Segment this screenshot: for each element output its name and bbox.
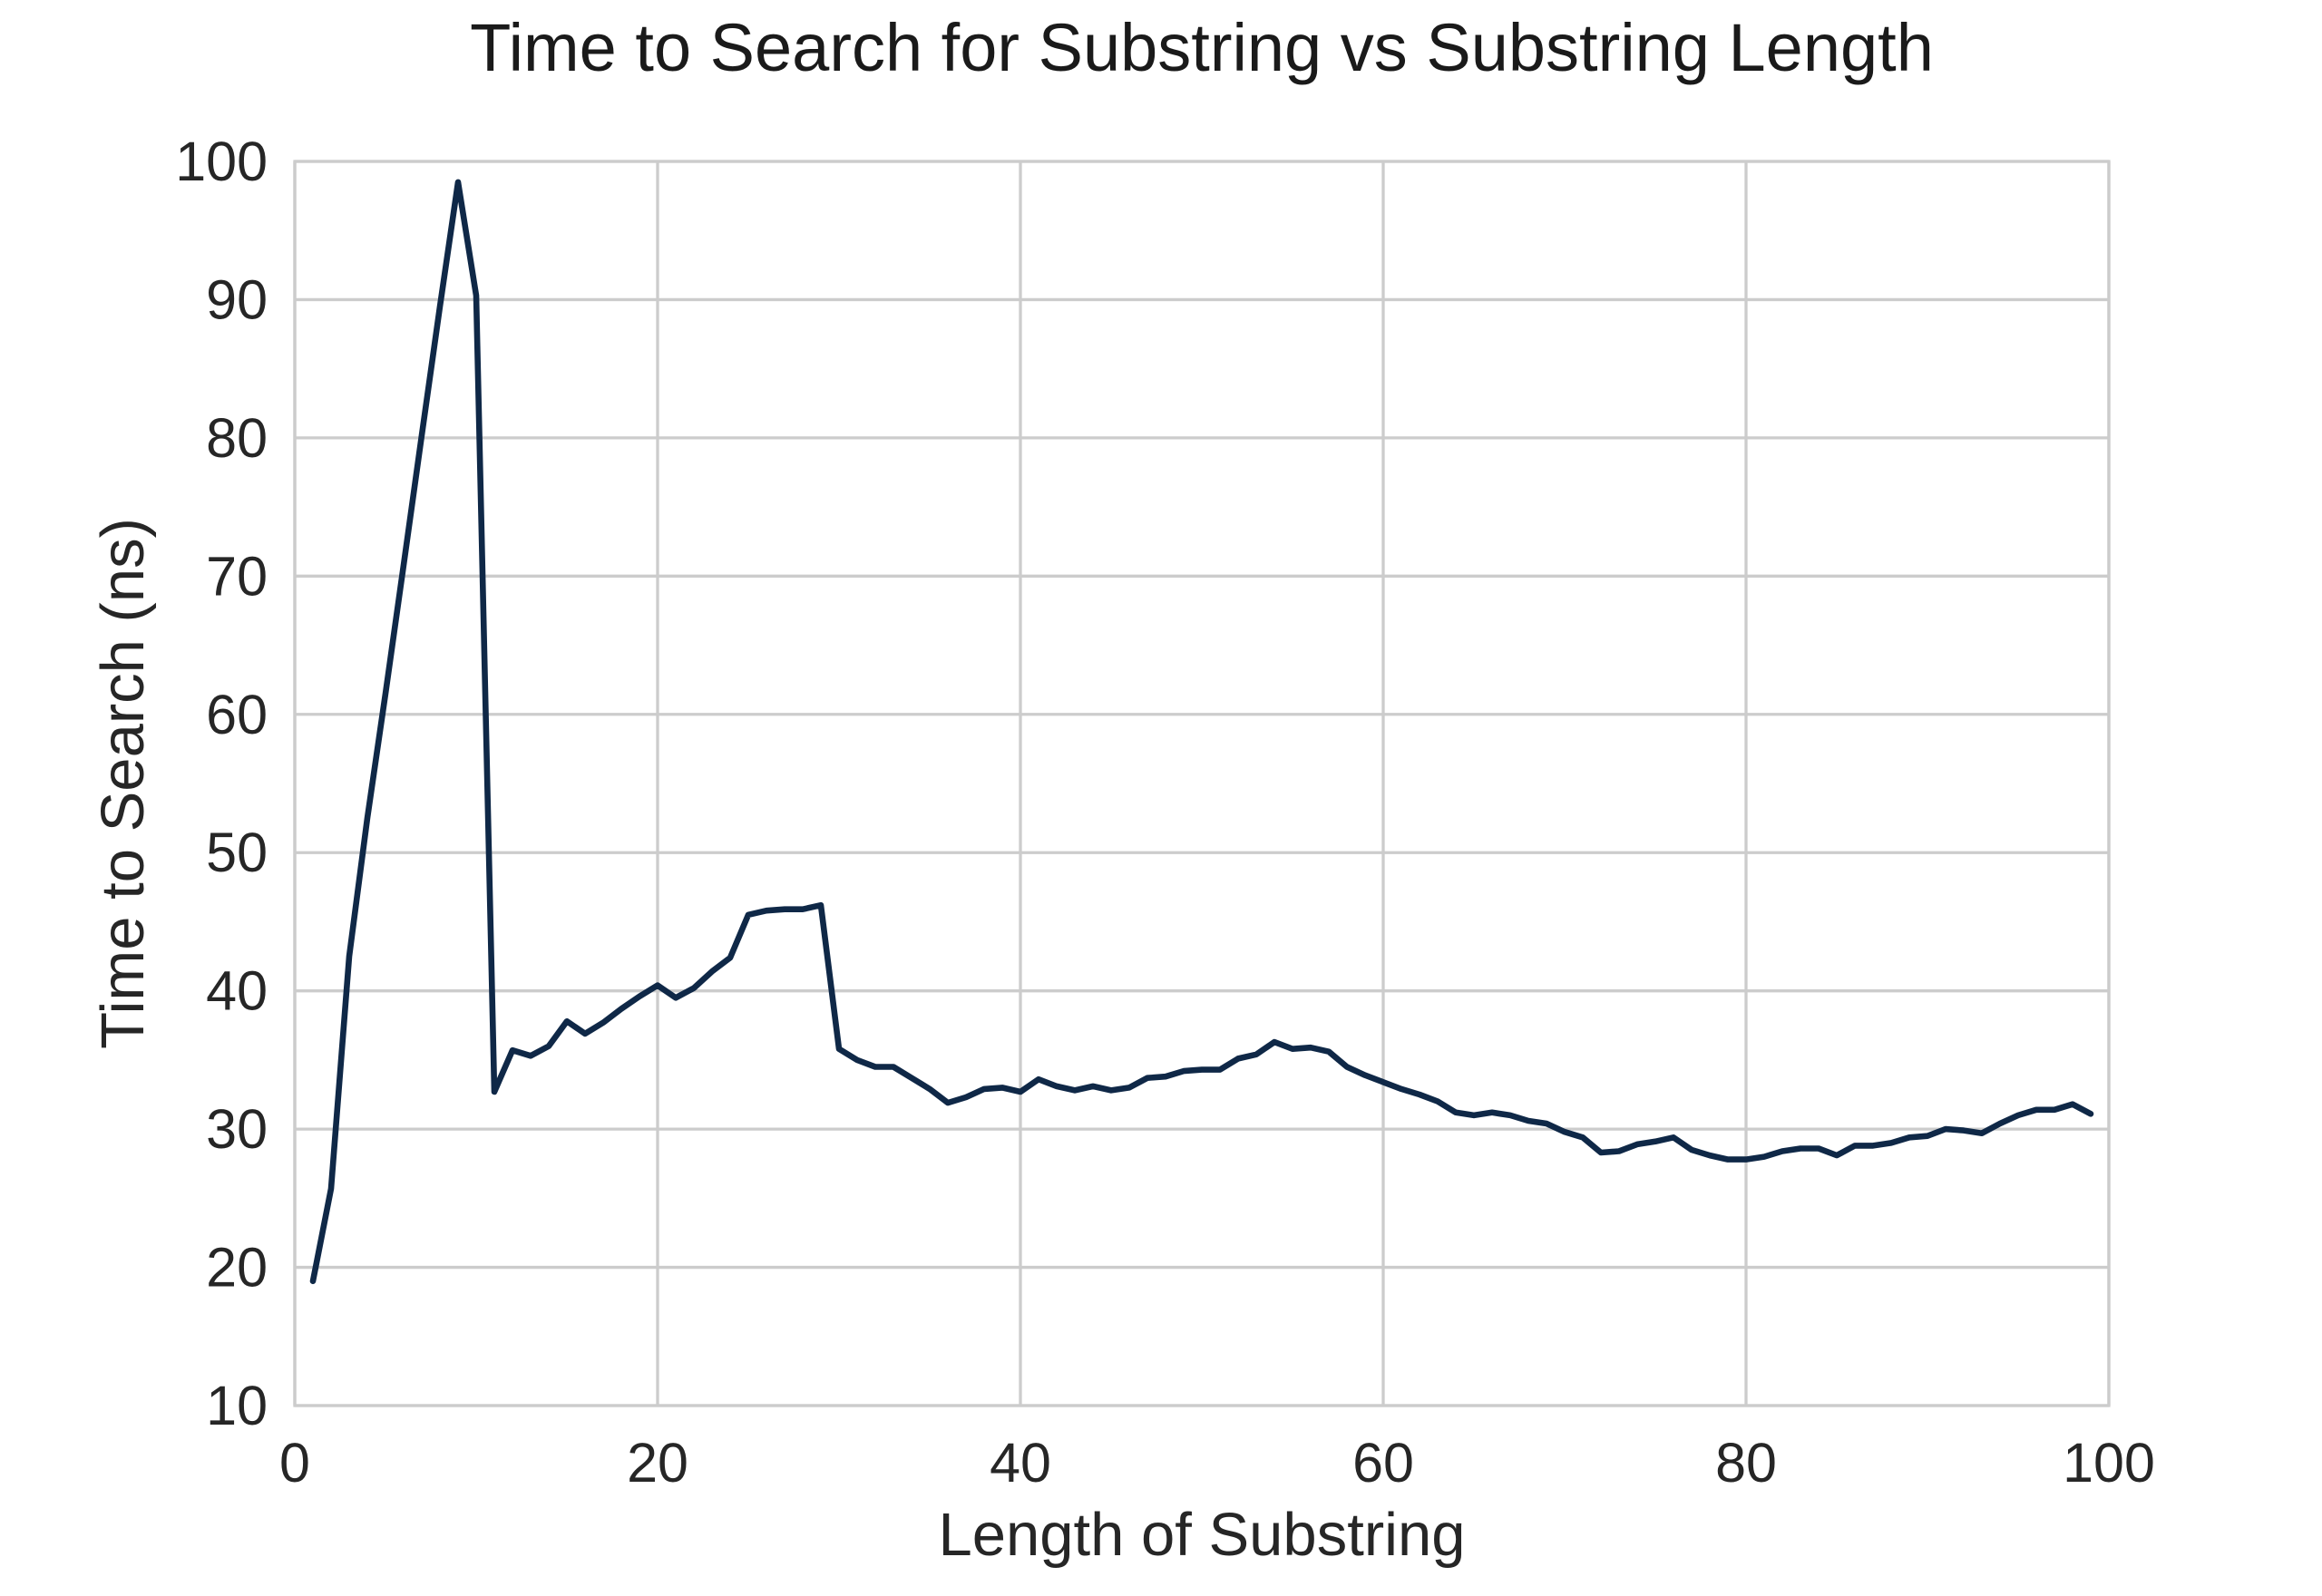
y-tick-label: 80 — [206, 407, 268, 469]
x-tick-label: 60 — [1352, 1432, 1414, 1494]
y-tick-label: 70 — [206, 545, 268, 607]
y-tick-label: 40 — [206, 960, 268, 1022]
chart-title: Time to Search for Substring vs Substrin… — [470, 10, 1934, 85]
x-tick-label: 40 — [990, 1432, 1051, 1494]
y-tick-label: 50 — [206, 822, 268, 883]
y-tick-label: 30 — [206, 1098, 268, 1160]
y-axis-label: Time to Search (ns) — [89, 518, 157, 1049]
x-tick-label: 20 — [627, 1432, 688, 1494]
y-tick-label: 20 — [206, 1237, 268, 1299]
y-tick-label: 10 — [206, 1375, 268, 1436]
series-line — [309, 179, 2094, 1285]
series-layer — [309, 179, 2094, 1285]
x-tick-labels: 0 20 40 60 80 100 — [279, 1432, 2155, 1494]
x-tick-label: 0 — [279, 1432, 310, 1494]
x-tick-label: 80 — [1715, 1432, 1777, 1494]
grid — [293, 160, 2111, 1407]
x-tick-label: 100 — [2063, 1432, 2155, 1494]
y-tick-labels: 10 20 30 40 50 60 70 80 90 100 — [175, 131, 268, 1436]
plot-frame — [293, 160, 2111, 1407]
x-axis-label: Length of Substring — [938, 1501, 1465, 1569]
y-tick-label: 90 — [206, 268, 268, 330]
y-tick-label: 100 — [175, 131, 268, 192]
y-tick-label: 60 — [206, 684, 268, 745]
